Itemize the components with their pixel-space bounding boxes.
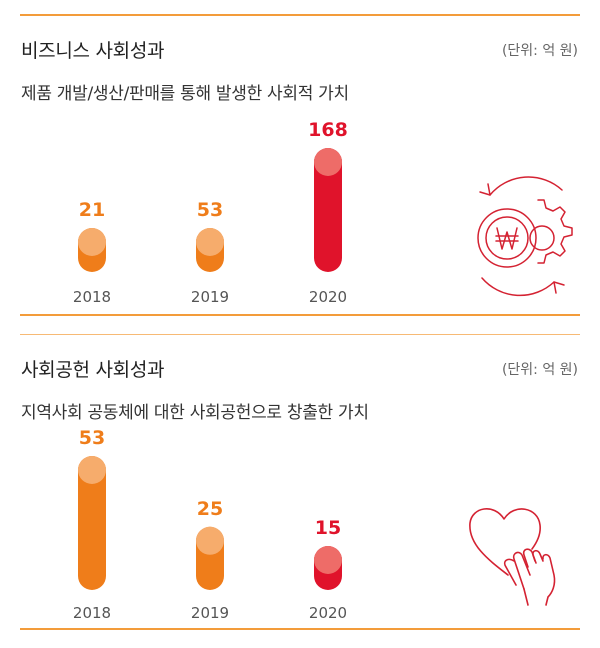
won-gear-cycle-icon (477, 176, 573, 297)
business-bar-chart: 21 2018 53 2019 168 2020 (73, 119, 348, 306)
panel-title: 비즈니스 사회성과 (21, 40, 165, 62)
bar-cap (78, 228, 106, 256)
unit-label: (단위: 억 원) (501, 362, 578, 378)
x-tick-label: 2019 (191, 288, 229, 306)
bar (78, 456, 106, 590)
x-tick-label: 2018 (73, 604, 111, 622)
top-divider (20, 14, 580, 16)
contribution-bar-chart: 53 2018 25 2019 15 2020 (73, 427, 347, 622)
heart-hand-icon (469, 508, 556, 606)
bar-cap (314, 546, 342, 574)
data-label: 21 (79, 199, 105, 221)
data-label: 53 (197, 199, 223, 221)
x-tick-label: 2020 (309, 604, 347, 622)
bar-cap (196, 526, 224, 555)
bottom-divider (20, 628, 580, 630)
bar-cap (314, 148, 342, 176)
bar-cap (196, 228, 224, 256)
x-tick-label: 2018 (73, 288, 111, 306)
x-tick-label: 2020 (309, 288, 347, 306)
data-label: 15 (315, 517, 341, 539)
panel-subtitle: 제품 개발/생산/판매를 통해 발생한 사회적 가치 (21, 84, 349, 104)
data-label: 25 (197, 498, 223, 520)
panel-title: 사회공헌 사회성과 (21, 359, 165, 381)
contribution-social-performance-panel: 사회공헌 사회성과 (단위: 억 원) 지역사회 공동체에 대한 사회공헌으로 … (0, 318, 600, 642)
bar (314, 148, 342, 272)
x-tick-label: 2019 (191, 604, 229, 622)
section-divider-lower (20, 334, 580, 335)
section-divider (20, 314, 580, 316)
unit-label: (단위: 억 원) (501, 43, 578, 59)
panel-subtitle: 지역사회 공동체에 대한 사회공헌으로 창출한 가치 (21, 403, 369, 423)
data-label: 168 (308, 119, 348, 141)
business-social-performance-panel: 비즈니스 사회성과 (단위: 억 원) 제품 개발/생산/판매를 통해 발생한 … (0, 0, 600, 318)
data-label: 53 (79, 427, 105, 449)
bar-cap (78, 456, 106, 484)
